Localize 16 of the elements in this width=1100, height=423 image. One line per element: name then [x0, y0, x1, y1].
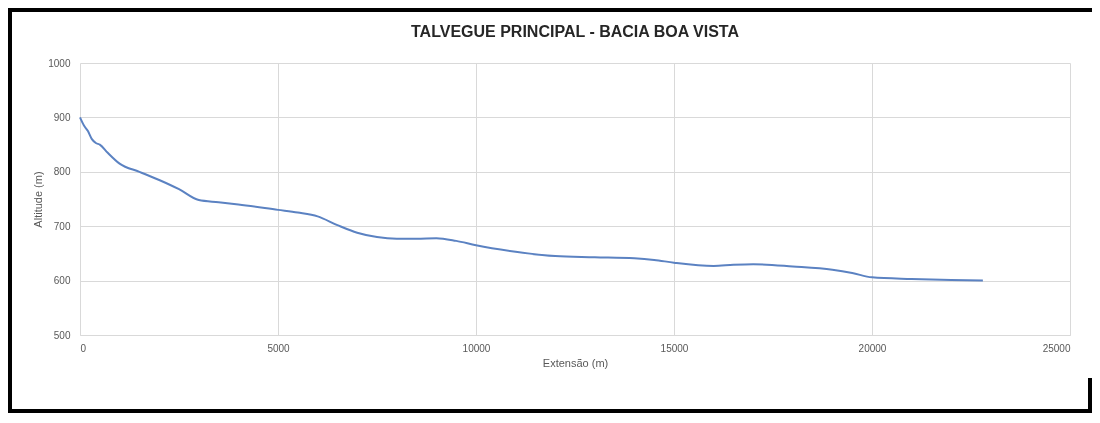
x-axis-title: Extensão (m) [542, 356, 609, 369]
x-tick-label: 15000 [660, 342, 689, 354]
x-tick-label: 20000 [858, 342, 887, 354]
x-tick-label: 5000 [267, 342, 291, 354]
y-tick-label: 800 [53, 166, 71, 178]
chart-title: TALVEGUE PRINCIPAL - BACIA BOA VISTA [410, 23, 740, 40]
y-tick-label: 600 [53, 275, 71, 287]
y-tick-label: 1000 [48, 57, 71, 69]
x-tick-label: 0 [80, 342, 87, 354]
line-series [79, 116, 984, 282]
x-tick-label: 10000 [462, 342, 491, 354]
y-axis-title: Altitude (m) [32, 171, 45, 228]
y-tick-label: 700 [53, 220, 71, 232]
x-tick-label: 25000 [1042, 342, 1071, 354]
y-tick-label: 900 [53, 111, 71, 123]
y-tick-label: 500 [53, 329, 71, 341]
